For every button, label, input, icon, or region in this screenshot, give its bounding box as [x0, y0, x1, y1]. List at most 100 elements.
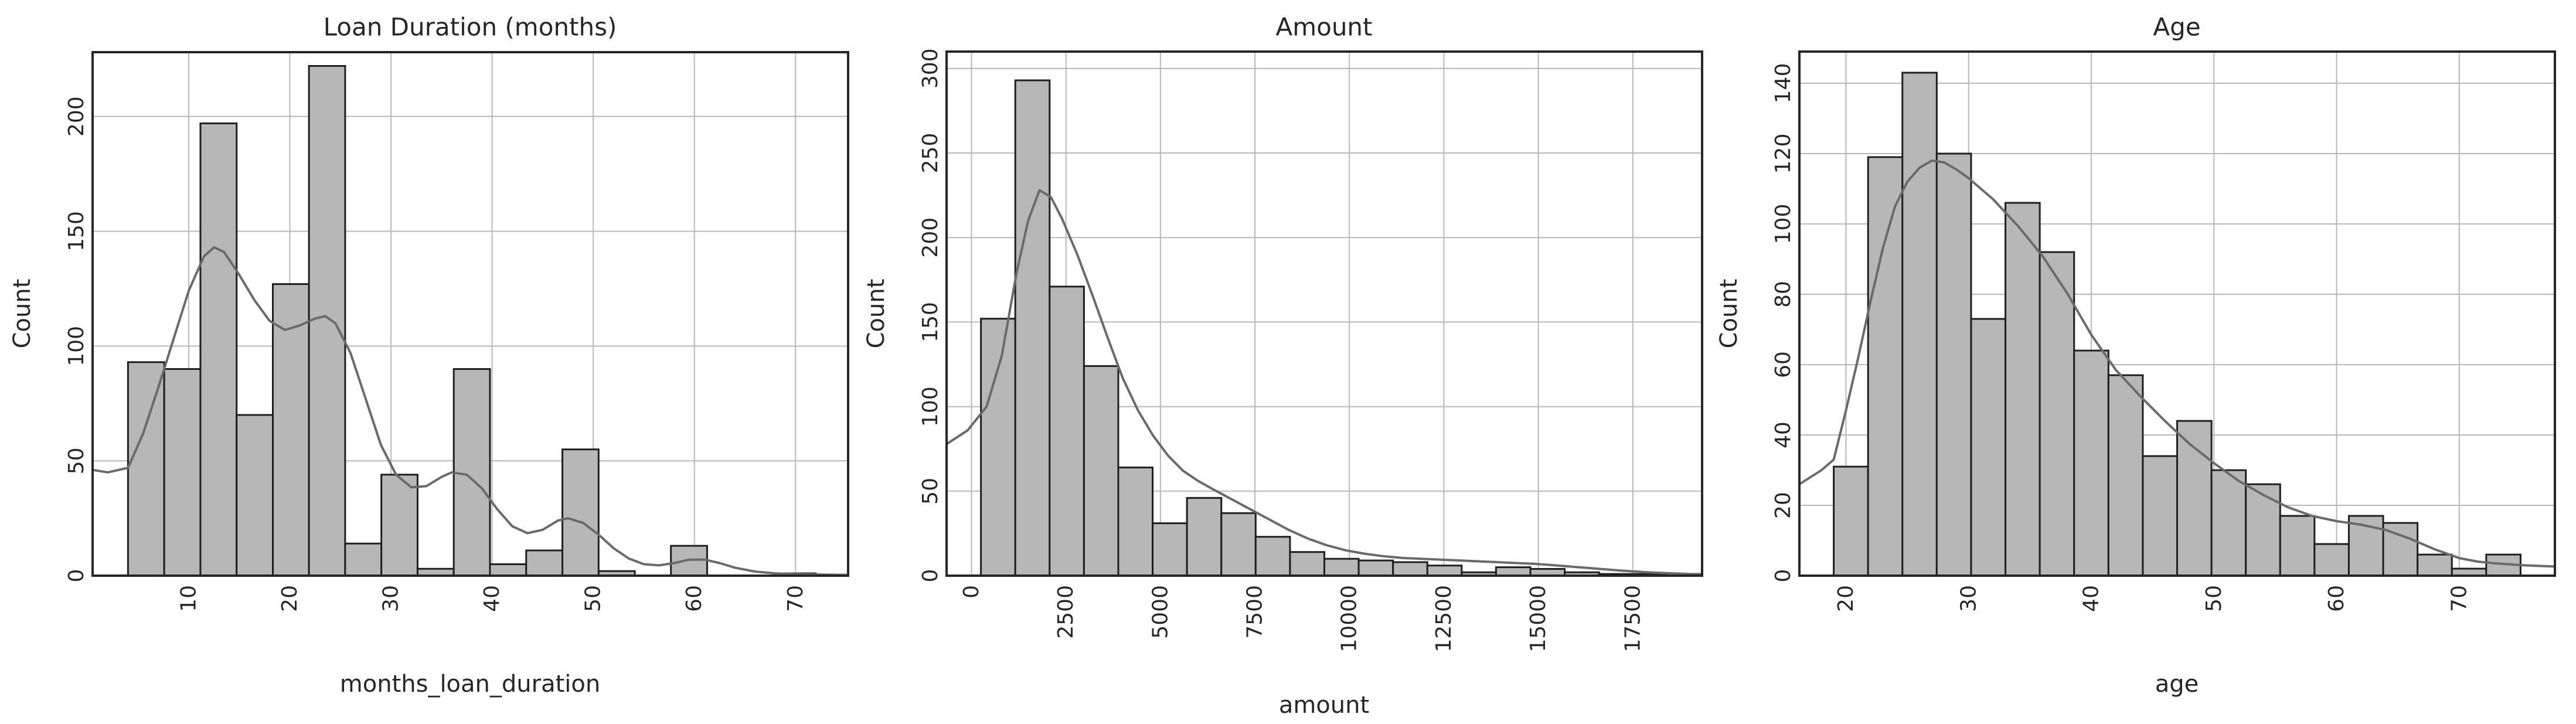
- histogram-bar: [127, 361, 165, 577]
- chart-title-amount: Amount: [1275, 12, 1373, 42]
- chart-title-loan-duration: Loan Duration (months): [323, 12, 617, 42]
- histogram-bar: [380, 474, 418, 577]
- y-tick-label: 150: [64, 211, 89, 251]
- y-tick-label: 100: [1771, 204, 1795, 244]
- y-tick-label: 0: [918, 569, 942, 583]
- x-tick-label: 60: [2325, 585, 2349, 612]
- histogram-bar: [2176, 420, 2213, 577]
- histogram-bar: [2245, 483, 2281, 577]
- x-tick-label: 15000: [1526, 585, 1550, 652]
- histogram-bar: [1833, 465, 1869, 577]
- histogram-bar: [562, 448, 600, 577]
- y-tick-label: 120: [1771, 134, 1795, 174]
- y-axis-label-age: Count: [1716, 278, 1743, 349]
- y-tick-label: 150: [918, 302, 942, 342]
- subplot-age: 20 30 40 50 60 70 0 20 40 60 80 100 120 140: [1771, 50, 2556, 612]
- histogram-bar: [489, 563, 528, 577]
- x-tick-label: 60: [682, 585, 706, 612]
- histogram-bar: [1323, 558, 1360, 577]
- histogram-bar: [2005, 202, 2041, 577]
- x-tick-label: 40: [480, 585, 504, 612]
- x-tick-label: 10000: [1338, 585, 1362, 652]
- histogram-bar: [1357, 559, 1394, 577]
- histogram-bar: [1392, 561, 1428, 577]
- x-tick-label: 2500: [1054, 585, 1078, 639]
- histogram-bar: [344, 542, 383, 577]
- y-tick-label: 0: [1771, 569, 1795, 583]
- x-tick-label: 10: [176, 585, 200, 612]
- x-tick-label: 70: [784, 585, 808, 612]
- y-tick-label: 40: [1771, 422, 1795, 448]
- x-tick-label: 50: [581, 585, 605, 612]
- y-tick-label: 250: [918, 133, 942, 174]
- histogram-bar: [199, 122, 238, 577]
- subplot-amount: 0 2500 5000 7500 10000 12500 15000 17500 0 50 100 1…: [918, 48, 1703, 652]
- histogram-bar: [1186, 497, 1223, 577]
- y-tick-label: 100: [918, 386, 942, 427]
- histogram-bars: [980, 79, 1669, 577]
- histogram-bar: [1289, 551, 1326, 577]
- histogram-bar: [1935, 152, 1972, 577]
- histogram-bar: [308, 65, 346, 577]
- y-tick-label: 100: [64, 326, 89, 366]
- x-tick-label: 20: [278, 585, 302, 612]
- y-tick-label: 300: [918, 48, 942, 89]
- x-tick-label: 70: [2447, 585, 2471, 612]
- x-tick-label: 50: [2202, 585, 2226, 612]
- x-tick-label: 40: [2080, 585, 2104, 612]
- y-axis-label-amount: Count: [863, 278, 890, 349]
- histogram-bar: [2142, 455, 2179, 577]
- y-tick-label: 50: [64, 447, 89, 474]
- axes-frame: [1798, 50, 2556, 577]
- histogram-bar: [2107, 374, 2144, 577]
- histogram-bar: [1049, 285, 1085, 577]
- x-tick-label: 30: [1956, 585, 1981, 612]
- histogram-bar: [525, 549, 564, 577]
- histogram-bar: [2039, 251, 2075, 577]
- histogram-bar: [271, 283, 310, 577]
- x-tick-label: 12500: [1432, 585, 1456, 652]
- histogram-bar: [1970, 318, 2007, 577]
- histogram-bar: [452, 368, 491, 577]
- x-tick-label: 0: [959, 585, 984, 599]
- kde-curve: [92, 246, 849, 576]
- x-tick-labels: 0 2500 5000 7500 10000 12500 15000 17500: [959, 585, 1645, 652]
- y-tick-label: 60: [1771, 351, 1795, 378]
- x-tick-label: 17500: [1621, 585, 1645, 652]
- y-tick-label: 80: [1771, 281, 1795, 308]
- histogram-bar: [1152, 522, 1188, 577]
- histogram-bar: [1426, 565, 1463, 577]
- histogram-bar: [163, 368, 202, 577]
- histogram-bar: [2417, 553, 2453, 577]
- histogram-bar: [1254, 536, 1291, 577]
- y-tick-label: 200: [64, 96, 89, 137]
- histogram-bar: [236, 414, 274, 577]
- y-tick-label: 140: [1771, 63, 1795, 104]
- y-axis-label-loan-duration: Count: [9, 278, 36, 349]
- x-axis-label-loan-duration: months_loan_duration: [339, 671, 601, 698]
- histogram-bar: [2279, 515, 2316, 577]
- histogram-bar: [1014, 79, 1051, 577]
- histogram-bar: [1220, 512, 1257, 577]
- histogram-bar: [980, 318, 1016, 577]
- histogram-bar: [2210, 469, 2247, 577]
- y-tick-label: 20: [1771, 492, 1795, 519]
- x-axis-label-amount: amount: [1278, 692, 1370, 719]
- histogram-bar: [1117, 466, 1154, 577]
- x-axis-label-age: age: [2155, 671, 2199, 698]
- x-tick-label: 5000: [1148, 585, 1172, 639]
- histogram-bar: [2073, 349, 2109, 577]
- kde-curve: [945, 189, 1703, 576]
- y-tick-label: 200: [918, 217, 942, 258]
- x-tick-labels: 10 20 30 40 50 60 70: [176, 585, 807, 612]
- subplot-loan-duration: 10 20 30 40 50 60 70 0 50 100 150 200: [64, 51, 849, 612]
- histogram-bar: [1495, 566, 1532, 577]
- axes-frame: [945, 50, 1703, 577]
- x-tick-label: 20: [1834, 585, 1858, 612]
- histogram-bar: [1901, 72, 1938, 577]
- histogram-bars: [1833, 72, 2521, 577]
- y-tick-labels: 0 20 40 60 80 100 120 140: [1771, 63, 1795, 583]
- kde-curve: [1798, 159, 2556, 568]
